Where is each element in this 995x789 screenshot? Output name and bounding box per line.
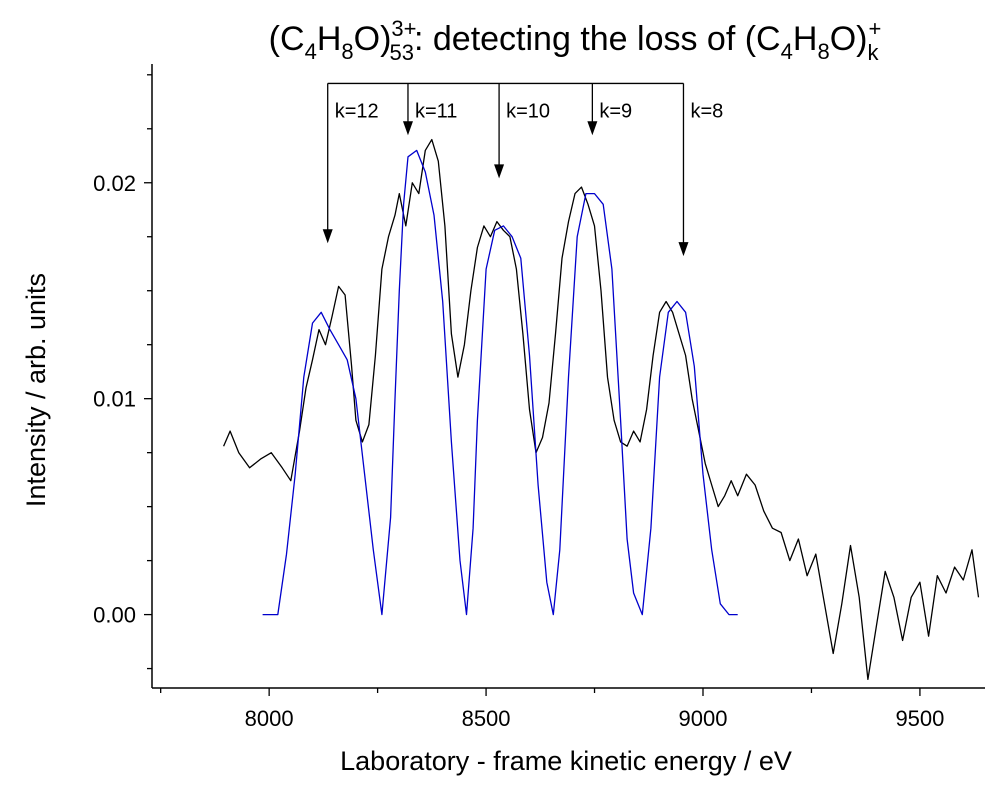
- annotation-arrow-head: [402, 121, 413, 136]
- annotation-label: k=12: [335, 100, 379, 122]
- y-tick-label: 0.01: [93, 387, 136, 412]
- annotation-arrow-head: [322, 229, 333, 244]
- x-tick-label: 9000: [679, 706, 728, 731]
- annotation-label: k=8: [690, 100, 723, 122]
- series-fit-line: [262, 149, 738, 616]
- plot-area: [223, 138, 980, 681]
- axes: [151, 64, 985, 689]
- annotation-label: k=10: [506, 100, 550, 122]
- y-ticks: 0.00 0.01 0.02: [93, 74, 152, 670]
- x-tick-label: 8000: [245, 706, 294, 731]
- svg-text:(C4H8O)3+53: detecting the los: (C4H8O)3+ 53: detecting the loss of (C4H8…: [269, 16, 882, 65]
- annotation-label: k=11: [415, 100, 457, 122]
- annotation-arrow-head: [494, 164, 505, 179]
- y-tick-label: 0.00: [93, 603, 136, 628]
- x-tick-label: 9500: [895, 706, 944, 731]
- x-tick-label: 8500: [462, 706, 511, 731]
- annotation-arrow-head: [678, 242, 689, 257]
- y-tick-label: 0.02: [93, 171, 136, 196]
- annotations: k=12 k=11 k=10 k=9 k=8: [322, 82, 723, 257]
- chart-title: (C4H8O)3+ 53: detecting the loss of (C4H8…: [269, 16, 882, 65]
- annotation-arrow-head: [587, 121, 598, 136]
- x-axis-title: Laboratory - frame kinetic energy / eV: [340, 746, 792, 776]
- y-axis-title: Intensity / arb. units: [21, 273, 51, 507]
- annotation-label: k=9: [599, 100, 632, 122]
- series-measured-line: [223, 138, 980, 681]
- x-ticks: 8000 8500 9000 9500: [160, 688, 944, 731]
